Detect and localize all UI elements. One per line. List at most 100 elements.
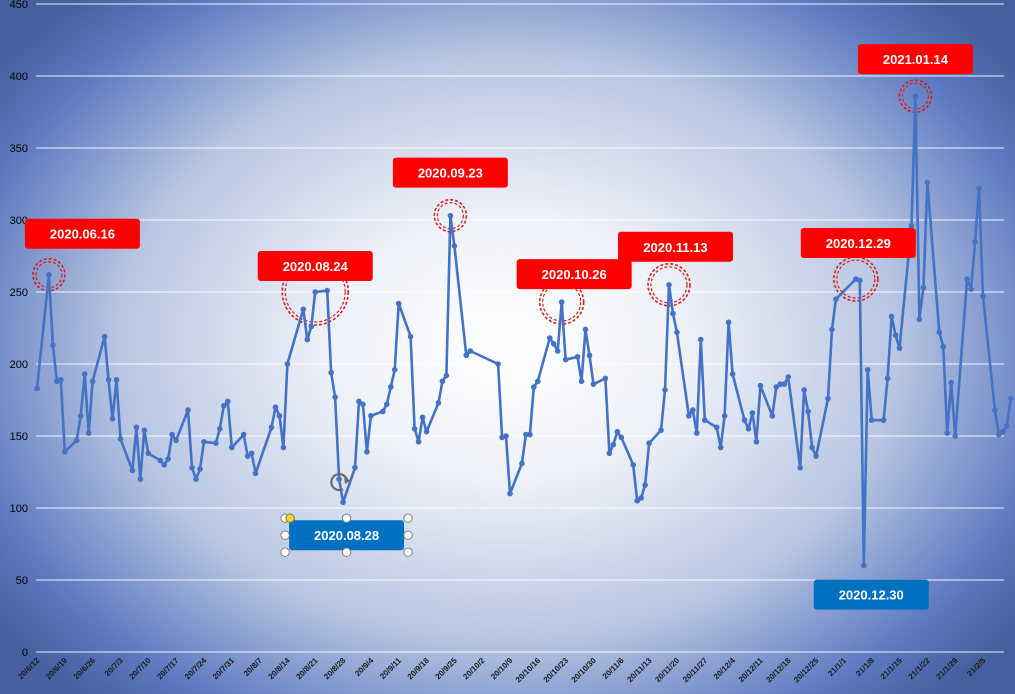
x-tick-label: 20/12/4	[712, 656, 738, 682]
highlight-circles	[32, 79, 933, 326]
data-point	[781, 381, 788, 387]
x-tick-label: 21/1/29	[934, 656, 960, 682]
data-point	[582, 326, 589, 333]
data-point	[531, 384, 537, 390]
data-point	[550, 341, 557, 347]
data-point	[757, 382, 764, 389]
x-tick-label: 20/10/23	[542, 656, 571, 685]
data-point	[964, 276, 970, 282]
data-point	[666, 282, 672, 288]
gridlines	[36, 3, 1004, 653]
data-point	[387, 384, 394, 390]
resize-handle[interactable]	[403, 513, 413, 523]
data-point	[558, 299, 565, 305]
data-point	[364, 449, 370, 455]
data-point	[89, 378, 96, 385]
y-axis: 0 50 100 150 200 250 300 350 400 450	[10, 0, 28, 659]
data-point	[908, 222, 915, 229]
x-tick-label: 20/7/10	[127, 656, 153, 682]
x-tick-label: 20/7/3	[103, 656, 125, 678]
data-point	[141, 427, 148, 434]
highlight-circle-outer	[833, 256, 879, 302]
callout[interactable]: 2020.08.28	[280, 473, 413, 557]
x-tick-label: 21/1/15	[879, 656, 905, 682]
callout: 2020.11.13	[617, 231, 733, 262]
data-point	[940, 343, 947, 350]
series-line	[35, 94, 1013, 567]
data-point	[360, 401, 366, 408]
data-point	[694, 430, 700, 436]
data-point	[268, 424, 275, 431]
data-point	[85, 430, 92, 436]
resize-handle[interactable]	[341, 547, 352, 557]
data-point	[535, 378, 541, 385]
data-point	[980, 293, 986, 300]
data-point	[801, 387, 807, 393]
data-point	[968, 286, 974, 292]
data-point	[916, 316, 923, 323]
data-point	[686, 413, 692, 419]
data-point	[880, 417, 887, 423]
data-point	[924, 179, 931, 186]
data-point	[109, 415, 116, 422]
resize-handle[interactable]	[280, 530, 290, 540]
data-point	[749, 410, 756, 416]
resize-handle[interactable]	[403, 530, 413, 540]
data-point	[157, 457, 164, 464]
x-tick-label: 20/12/25	[792, 656, 821, 685]
callout-label: 2021.01.14	[883, 52, 949, 67]
data-point	[447, 212, 454, 219]
x-tick-label: 20/10/16	[514, 656, 543, 685]
y-tick-label: 100	[10, 503, 28, 515]
highlight-circle-outer	[32, 257, 66, 292]
rotate-handle-icon[interactable]	[330, 473, 349, 492]
data-point	[829, 326, 835, 333]
data-point	[745, 426, 752, 432]
data-point	[777, 381, 784, 387]
data-point	[892, 332, 899, 339]
data-point	[507, 490, 513, 497]
data-point	[578, 378, 585, 385]
data-point	[690, 407, 696, 413]
data-point	[352, 464, 358, 471]
highlight-circle-outer	[898, 79, 933, 113]
data-point	[451, 243, 458, 249]
rotate-arrow-icon	[344, 477, 351, 485]
data-point	[701, 417, 708, 423]
data-point	[312, 289, 319, 295]
x-tick-label: 20/10/30	[570, 656, 599, 685]
data-point	[614, 428, 621, 435]
callout-label: 2020.10.26	[542, 267, 607, 282]
y-tick-label: 400	[10, 71, 28, 83]
data-point	[602, 375, 609, 382]
data-point	[380, 408, 386, 415]
adjust-handle[interactable]	[285, 513, 295, 523]
y-tick-label: 300	[10, 215, 28, 227]
data-point	[884, 375, 891, 382]
data-point	[435, 400, 442, 406]
data-point	[785, 374, 792, 380]
callout: 2020.12.30	[813, 579, 929, 610]
highlight-circle-inner	[650, 266, 688, 304]
resize-handle[interactable]	[341, 513, 352, 523]
data-point	[813, 453, 819, 459]
data-point	[252, 470, 259, 477]
resize-handle[interactable]	[403, 547, 413, 557]
data-point	[50, 342, 56, 349]
data-point	[920, 284, 927, 291]
data-point	[308, 323, 315, 330]
resize-handle[interactable]	[280, 547, 290, 557]
data-point	[896, 345, 903, 351]
data-point	[773, 384, 780, 390]
data-point	[741, 417, 748, 423]
x-tick-label: 20/8/7	[242, 656, 264, 678]
x-tick-label: 20/9/18	[406, 656, 432, 682]
callout-box	[516, 259, 632, 290]
data-point	[944, 430, 951, 436]
y-tick-label: 350	[10, 143, 28, 155]
x-tick-label: 21/1/8	[854, 656, 876, 678]
x-tick-label: 20/9/11	[378, 656, 403, 681]
data-point	[996, 431, 1002, 438]
data-point	[383, 401, 390, 408]
